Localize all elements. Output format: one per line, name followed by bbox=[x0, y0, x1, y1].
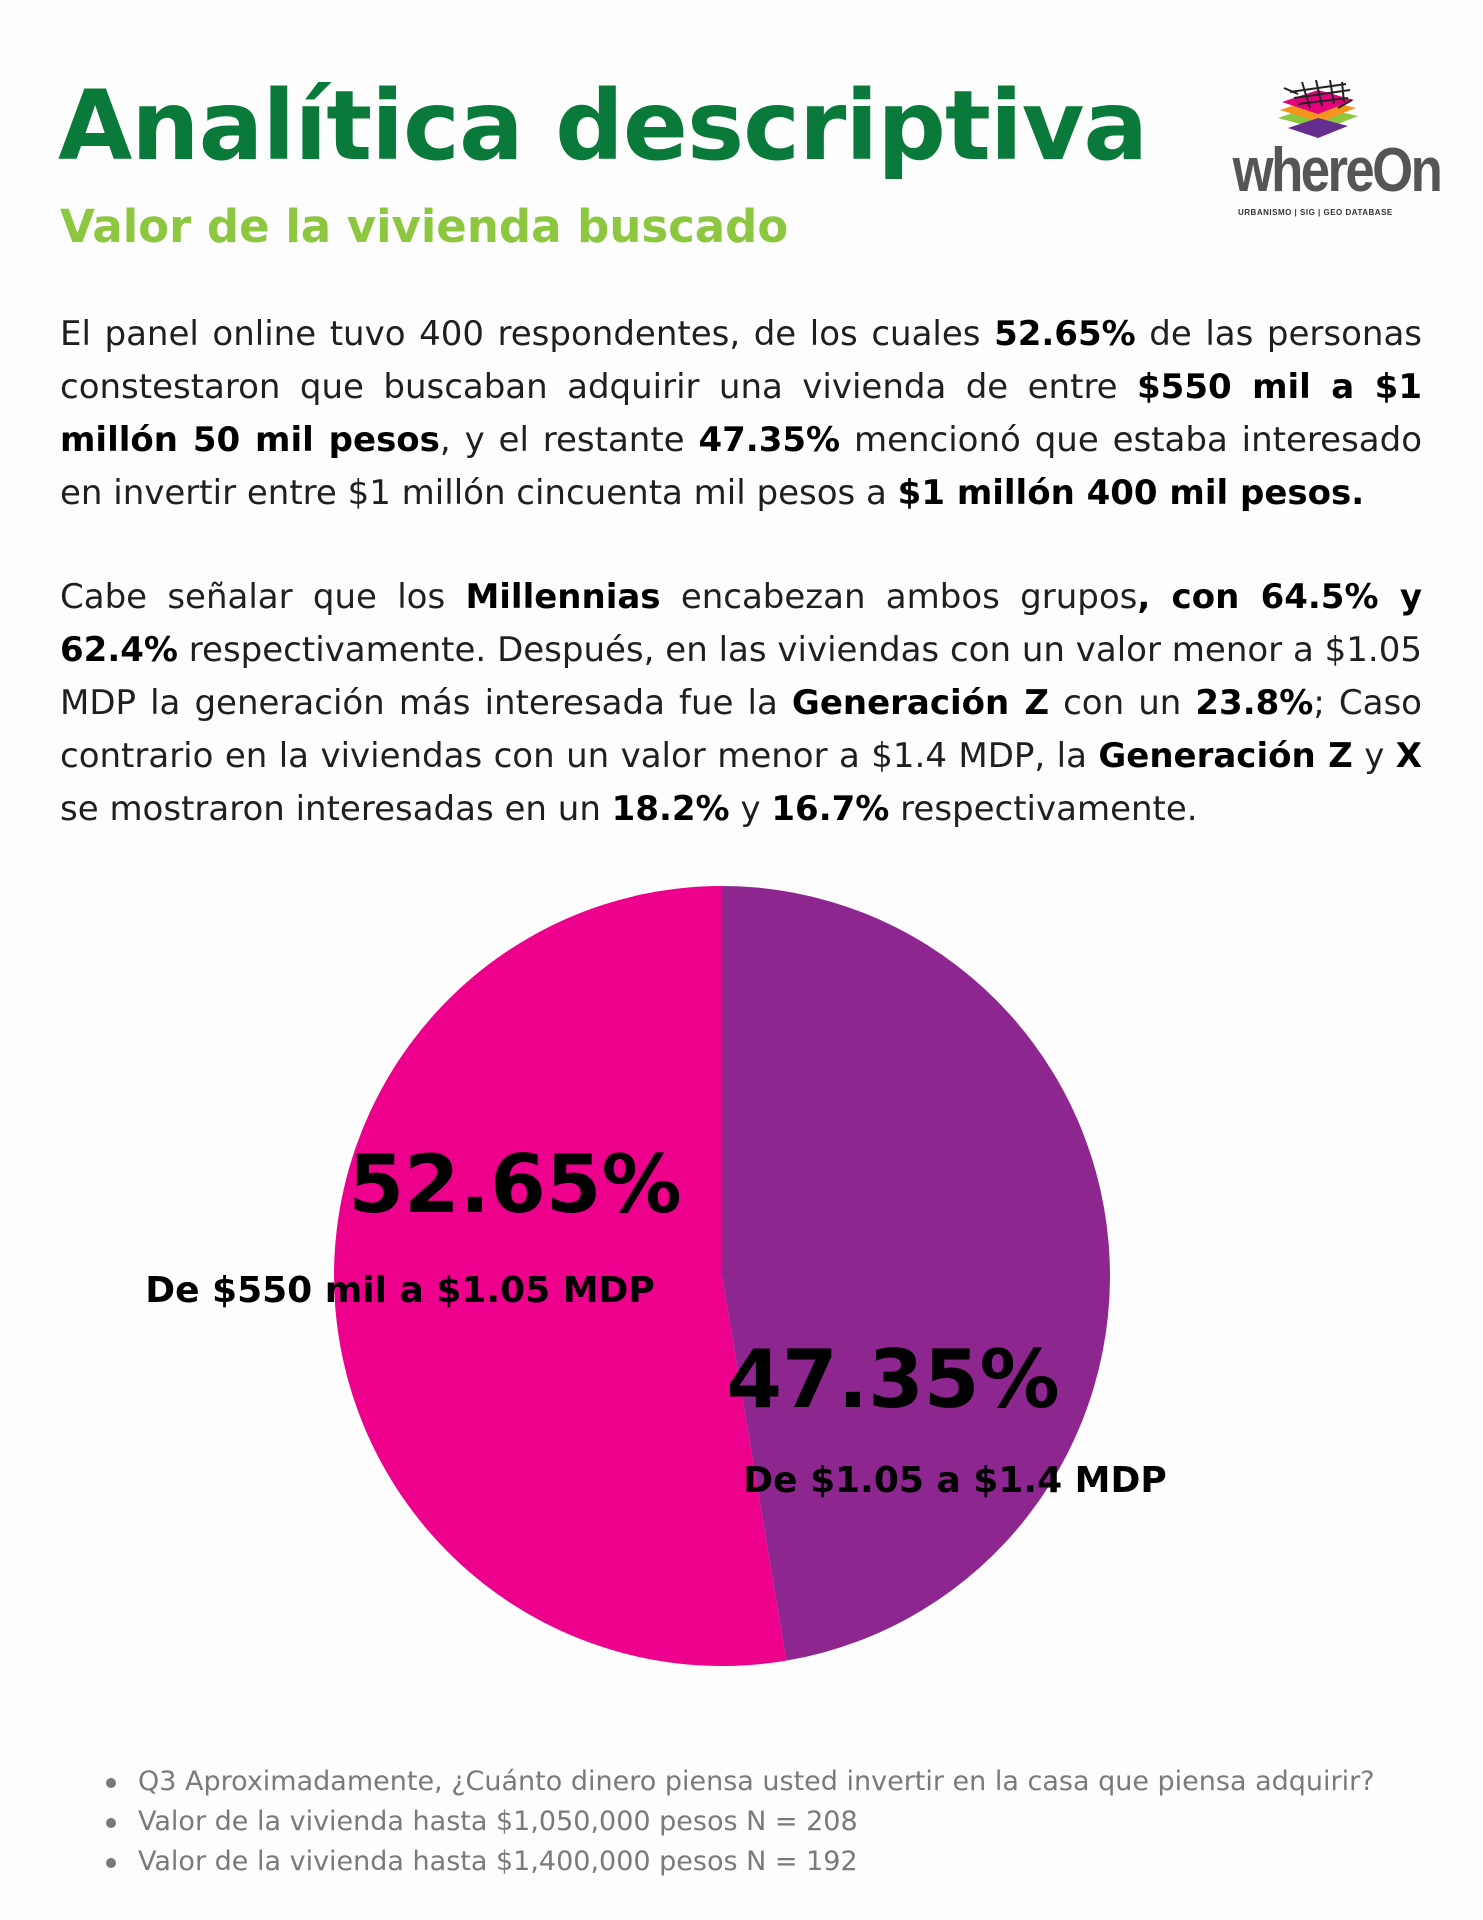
p2-bold-6: X bbox=[1395, 736, 1422, 776]
slice-range-label-0: De $550 mil a $1.05 MDP bbox=[145, 1270, 655, 1311]
bullet-icon bbox=[106, 1858, 116, 1868]
p2-bold-7: 18.2% bbox=[611, 789, 730, 829]
p1-text-4: mencionó que estaba interesado en invert… bbox=[60, 420, 1422, 513]
p1-text-2: de las personas constestaron que buscaba… bbox=[60, 314, 1422, 407]
p2-bold-2: , con 64.5% y 62.4% bbox=[60, 577, 1422, 670]
pie-slice-0 bbox=[333, 886, 787, 1666]
footnote-text: Q3 Aproximadamente, ¿Cuánto dinero piens… bbox=[138, 1766, 1375, 1797]
slice-percent-label-0: 52.65% bbox=[348, 1138, 681, 1231]
p2-text-1: Cabe señalar que los bbox=[60, 577, 466, 617]
p2-text-4: con un bbox=[1049, 683, 1196, 723]
p2-text-9: respectivamente. bbox=[889, 789, 1198, 829]
footnote-item: Valor de la vivienda hasta $1,400,000 pe… bbox=[100, 1842, 1375, 1882]
page-subtitle: Valor de la vivienda buscado bbox=[60, 200, 789, 253]
logo-wordmark: whereOn bbox=[1232, 136, 1443, 205]
intro-paragraph: El panel online tuvo 400 respondentes, d… bbox=[60, 308, 1422, 520]
footnote-item: Valor de la vivienda hasta $1,050,000 pe… bbox=[100, 1802, 1375, 1842]
price-range-pie-chart: 52.65% De $550 mil a $1.05 MDP 47.35% De $1… bbox=[145, 886, 1167, 1666]
p2-bold-3: Generación Z bbox=[791, 683, 1049, 723]
footnote-item: Q3 Aproximadamente, ¿Cuánto dinero piens… bbox=[100, 1762, 1375, 1802]
p1-bold-3: 47.35% bbox=[698, 420, 841, 460]
p1-bold-1: 52.65% bbox=[994, 314, 1136, 354]
pie-slice-1 bbox=[722, 886, 1110, 1661]
generations-paragraph: Cabe señalar que los Millennias encabeza… bbox=[60, 571, 1422, 836]
p2-bold-8: 16.7% bbox=[771, 789, 890, 829]
p1-text-3: , y el restante bbox=[439, 420, 699, 460]
p1-text-1: El panel online tuvo 400 respondentes, d… bbox=[60, 314, 995, 354]
whereon-logo: whereOn URBANISMO | SIG | GEO DATABASE bbox=[1218, 78, 1443, 228]
bullet-icon bbox=[106, 1778, 116, 1788]
logo-tagline: URBANISMO | SIG | GEO DATABASE bbox=[1238, 208, 1393, 217]
p2-bold-1: Millennias bbox=[465, 577, 661, 617]
p2-text-6: y bbox=[1352, 736, 1396, 776]
p2-bold-5: Generación Z bbox=[1098, 736, 1353, 776]
p2-text-3: respectivamente. Después, en las viviend… bbox=[60, 630, 1422, 723]
logo-map-icon bbox=[1278, 79, 1358, 138]
p2-text-2: encabezan ambos grupos bbox=[660, 577, 1138, 617]
footnote-text: Valor de la vivienda hasta $1,400,000 pe… bbox=[138, 1846, 858, 1877]
footnote-text: Valor de la vivienda hasta $1,050,000 pe… bbox=[138, 1806, 858, 1837]
p2-bold-4: 23.8% bbox=[1195, 683, 1314, 723]
slice-percent-label-1: 47.35% bbox=[726, 1333, 1059, 1426]
slice-range-label-1: De $1.05 a $1.4 MDP bbox=[743, 1460, 1167, 1501]
footnotes-list: Q3 Aproximadamente, ¿Cuánto dinero piens… bbox=[100, 1762, 1375, 1882]
p2-text-8: y bbox=[729, 789, 772, 829]
p1-bold-2: $550 mil a $1 millón 50 mil pesos bbox=[60, 367, 1422, 460]
p1-bold-4: $1 millón 400 mil pesos. bbox=[897, 473, 1365, 513]
p2-text-7: se mostraron interesadas en un bbox=[60, 789, 612, 829]
page-title: Analítica descriptiva bbox=[58, 70, 1148, 182]
p2-text-5: ; Caso contrario en la viviendas con un … bbox=[60, 683, 1422, 776]
bullet-icon bbox=[106, 1818, 116, 1828]
